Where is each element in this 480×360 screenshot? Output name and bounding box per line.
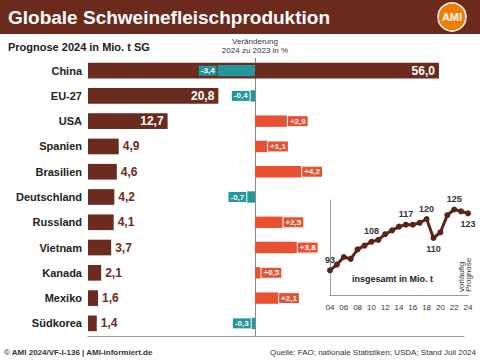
svg-text:08: 08 — [353, 303, 362, 312]
svg-text:Globale Schweinefleischprodukt: Globale Schweinefleischproduktion — [8, 7, 330, 28]
svg-text:Quelle: FAO; nationale Statist: Quelle: FAO; nationale Statistiken; USDA… — [270, 348, 476, 357]
svg-text:+0,5: +0,5 — [264, 268, 280, 277]
svg-text:4,2: 4,2 — [118, 190, 135, 204]
svg-text:China: China — [51, 65, 82, 77]
svg-text:-0,3: -0,3 — [235, 319, 249, 328]
svg-text:AMI: AMI — [442, 11, 462, 23]
svg-text:Kanada: Kanada — [42, 267, 83, 279]
svg-text:4,1: 4,1 — [118, 215, 135, 229]
svg-text:110: 110 — [426, 244, 441, 254]
svg-text:120: 120 — [419, 204, 434, 214]
svg-text:4,9: 4,9 — [123, 139, 140, 153]
svg-text:+2,1: +2,1 — [281, 294, 297, 303]
svg-text:Brasilien: Brasilien — [36, 166, 83, 178]
svg-text:4,6: 4,6 — [121, 165, 138, 179]
svg-text:1,6: 1,6 — [102, 291, 119, 305]
svg-text:+1,1: +1,1 — [270, 142, 286, 151]
svg-text:22: 22 — [450, 303, 459, 312]
svg-text:12,7: 12,7 — [140, 114, 164, 128]
svg-text:Mexiko: Mexiko — [45, 292, 83, 304]
svg-text:117: 117 — [399, 209, 414, 219]
svg-text:-0,4: -0,4 — [234, 91, 248, 100]
svg-text:93: 93 — [325, 255, 335, 265]
svg-text:20: 20 — [436, 303, 445, 312]
svg-text:Prognose 2024 in Mio. t SG: Prognose 2024 in Mio. t SG — [8, 41, 150, 53]
svg-text:123: 123 — [460, 219, 475, 229]
svg-text:-3,4: -3,4 — [201, 66, 215, 75]
svg-text:1,4: 1,4 — [101, 316, 118, 330]
svg-text:56,0: 56,0 — [412, 64, 436, 78]
svg-text:Vietnam: Vietnam — [39, 242, 82, 254]
svg-text:Südkorea: Südkorea — [32, 317, 83, 329]
svg-text:+3,8: +3,8 — [300, 243, 316, 252]
svg-text:Veränderung: Veränderung — [232, 37, 278, 46]
svg-text:16: 16 — [408, 303, 417, 312]
svg-text:Russland: Russland — [32, 216, 82, 228]
svg-text:Spanien: Spanien — [39, 140, 82, 152]
svg-text:vorläufig: vorläufig — [456, 261, 466, 292]
svg-text:04: 04 — [326, 303, 335, 312]
svg-text:18: 18 — [422, 303, 431, 312]
svg-text:125: 125 — [447, 194, 462, 204]
svg-text:Deutschland: Deutschland — [16, 191, 82, 203]
svg-text:+4,2: +4,2 — [304, 167, 320, 176]
svg-text:108: 108 — [364, 226, 379, 236]
svg-text:EU-27: EU-27 — [51, 90, 82, 102]
svg-text:3,7: 3,7 — [115, 241, 132, 255]
svg-text:USA: USA — [59, 115, 82, 127]
svg-text:2024 zu 2023 in %: 2024 zu 2023 in % — [222, 46, 288, 55]
svg-text:06: 06 — [339, 303, 348, 312]
svg-text:+2,9: +2,9 — [290, 117, 306, 126]
svg-text:20,8: 20,8 — [191, 89, 215, 103]
svg-text:© AMI 2024/VF-I-136 | AMI-info: © AMI 2024/VF-I-136 | AMI-informiert.de — [4, 348, 153, 357]
svg-text:insgesamt in Mio. t: insgesamt in Mio. t — [352, 274, 433, 284]
svg-text:24: 24 — [464, 303, 473, 312]
svg-text:10: 10 — [367, 303, 376, 312]
svg-text:12: 12 — [381, 303, 390, 312]
svg-text:Prognose: Prognose — [464, 257, 473, 292]
svg-text:+2,5: +2,5 — [286, 218, 302, 227]
svg-text:14: 14 — [395, 303, 404, 312]
svg-text:2,1: 2,1 — [105, 266, 122, 280]
svg-text:-0,7: -0,7 — [231, 193, 245, 202]
